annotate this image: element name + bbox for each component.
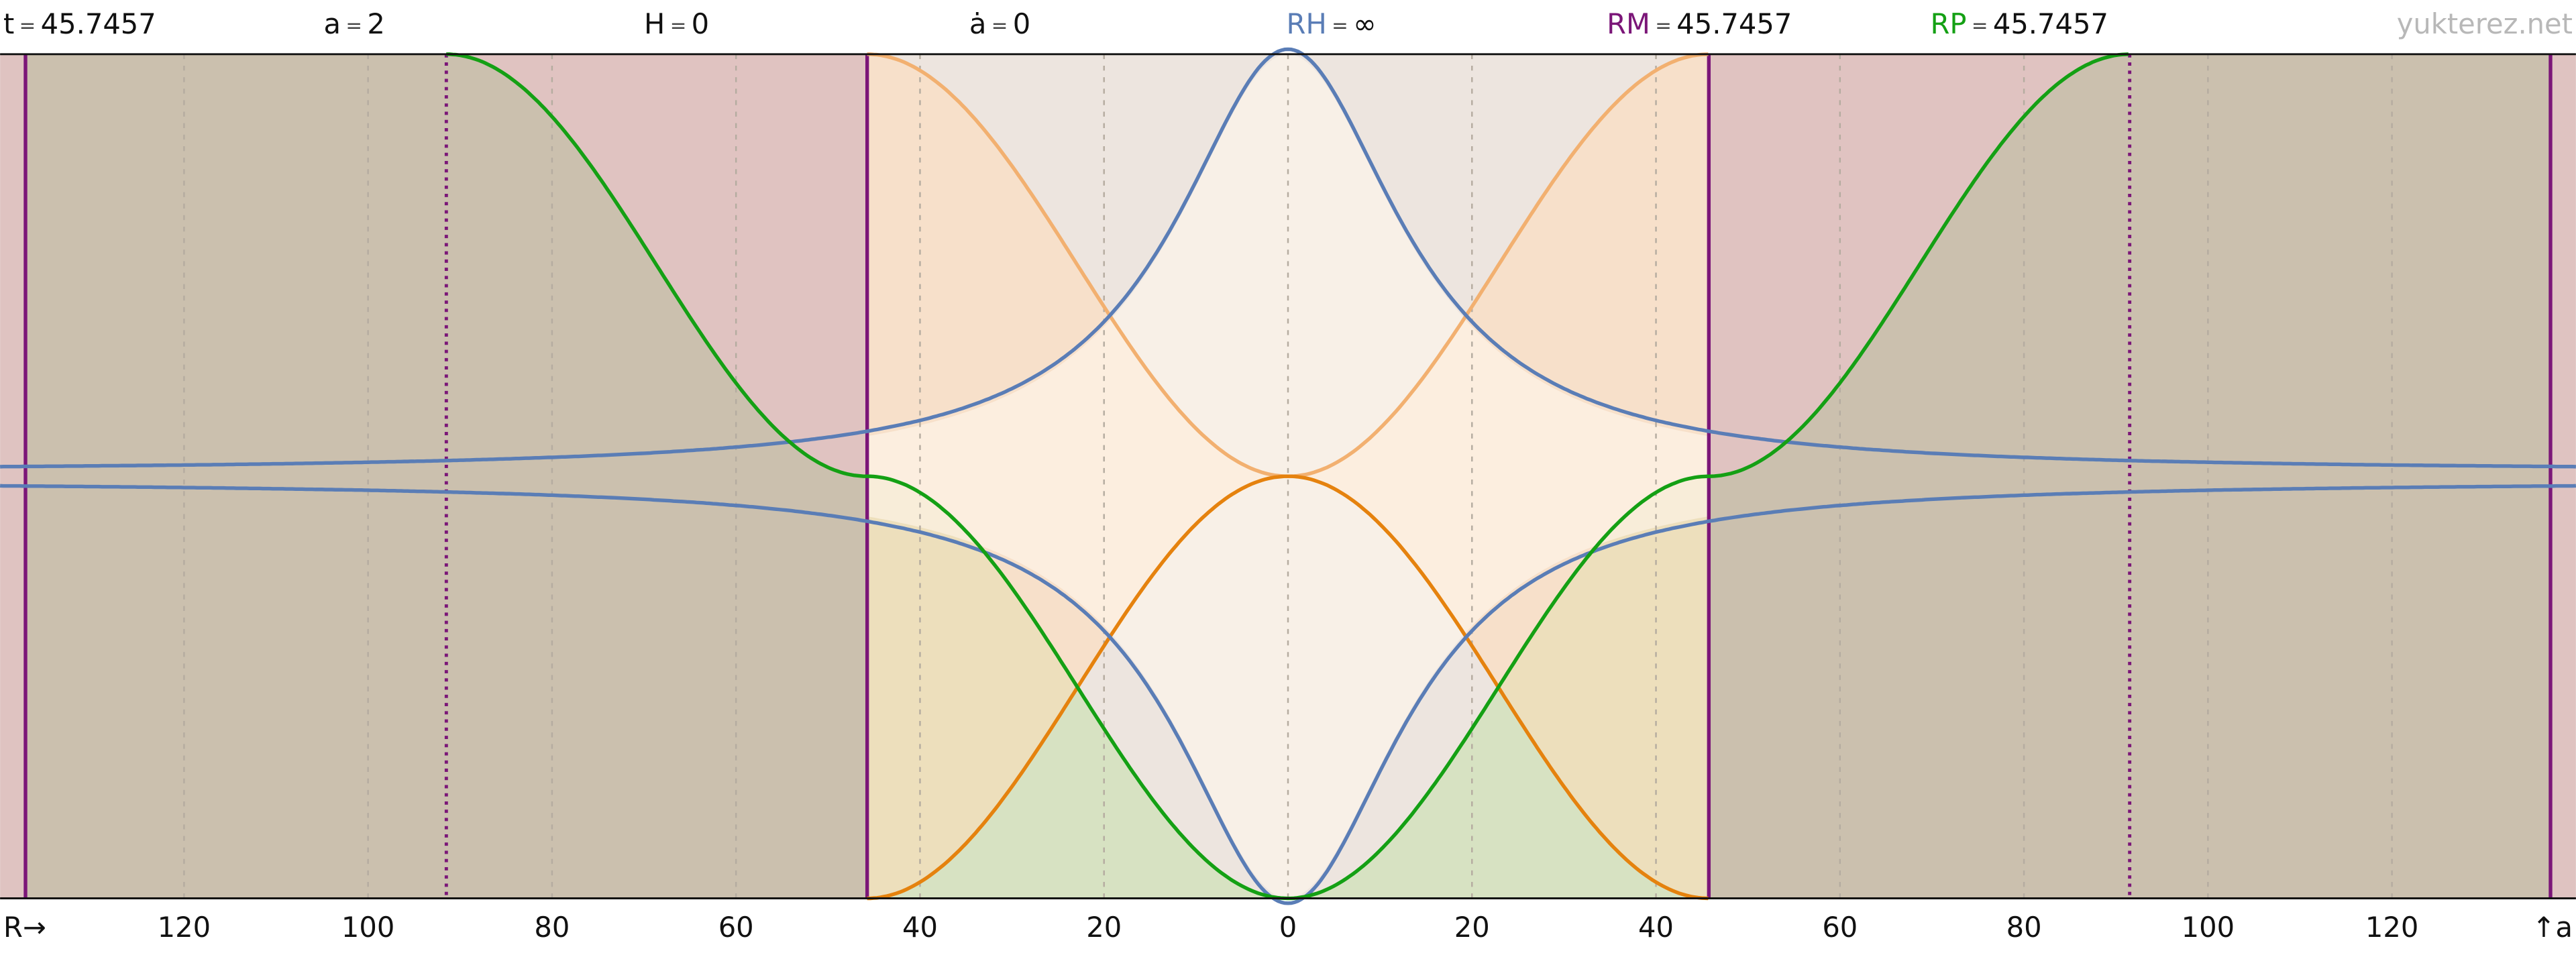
header-item: a = 2: [324, 7, 385, 40]
curves: [0, 47, 2576, 905]
x-tick-label: 60: [1822, 911, 1858, 944]
header-value: 0: [1013, 7, 1030, 40]
x-tick-label: 40: [1638, 911, 1674, 944]
header-value: 2: [367, 7, 384, 40]
header-label: RH: [1287, 7, 1327, 40]
header-equals: =: [19, 14, 36, 37]
header-item: RH = ∞: [1287, 7, 1377, 40]
axis-start-label: R→: [3, 911, 46, 944]
blue-curve: [0, 47, 2576, 469]
x-tick-label: 120: [2365, 911, 2418, 944]
header-value: 45.7457: [1993, 7, 2108, 40]
orange-curve: [867, 474, 1709, 901]
x-tick-label: 60: [718, 911, 754, 944]
header-item: t = 45.7457: [3, 7, 156, 40]
header-label: RM: [1607, 7, 1650, 40]
header-item: RP = 45.7457: [1930, 7, 2108, 40]
header-equals: =: [670, 14, 687, 37]
header-equals: =: [1332, 14, 1348, 37]
x-tick-label: 20: [1086, 911, 1122, 944]
header-value: 0: [692, 7, 709, 40]
header-label: RP: [1930, 7, 1966, 40]
header-equals: =: [1655, 14, 1672, 37]
header-label: t: [3, 7, 14, 40]
header-item: RM = 45.7457: [1607, 7, 1792, 40]
x-tick-label: 0: [1279, 911, 1297, 944]
header-value: 45.7457: [1676, 7, 1792, 40]
header-item: H = 0: [644, 7, 709, 40]
blue-curve: [0, 484, 2576, 905]
header-label: ȧ: [969, 7, 987, 40]
axis-end-label: ↑a: [2532, 911, 2573, 944]
green-area: [867, 476, 1709, 899]
header-value: 45.7457: [41, 7, 156, 40]
x-tick-label: 20: [1454, 911, 1490, 944]
header-equals: =: [991, 14, 1008, 37]
header-equals: =: [1972, 14, 1988, 37]
header-label: a: [324, 7, 341, 40]
grid: [183, 54, 2393, 899]
site-name: yukterez.net: [2397, 7, 2573, 40]
header-label: H: [644, 7, 665, 40]
x-tick-label: 80: [534, 911, 570, 944]
header-value: ∞: [1353, 7, 1377, 40]
x-tick-label: 100: [2182, 911, 2235, 944]
x-tick-label: 80: [2006, 911, 2042, 944]
header-equals: =: [345, 14, 362, 37]
header-item: ȧ = 0: [969, 7, 1030, 40]
x-tick-label: 120: [158, 911, 211, 944]
x-tick-label: 40: [902, 911, 938, 944]
x-tick-label: 100: [341, 911, 394, 944]
